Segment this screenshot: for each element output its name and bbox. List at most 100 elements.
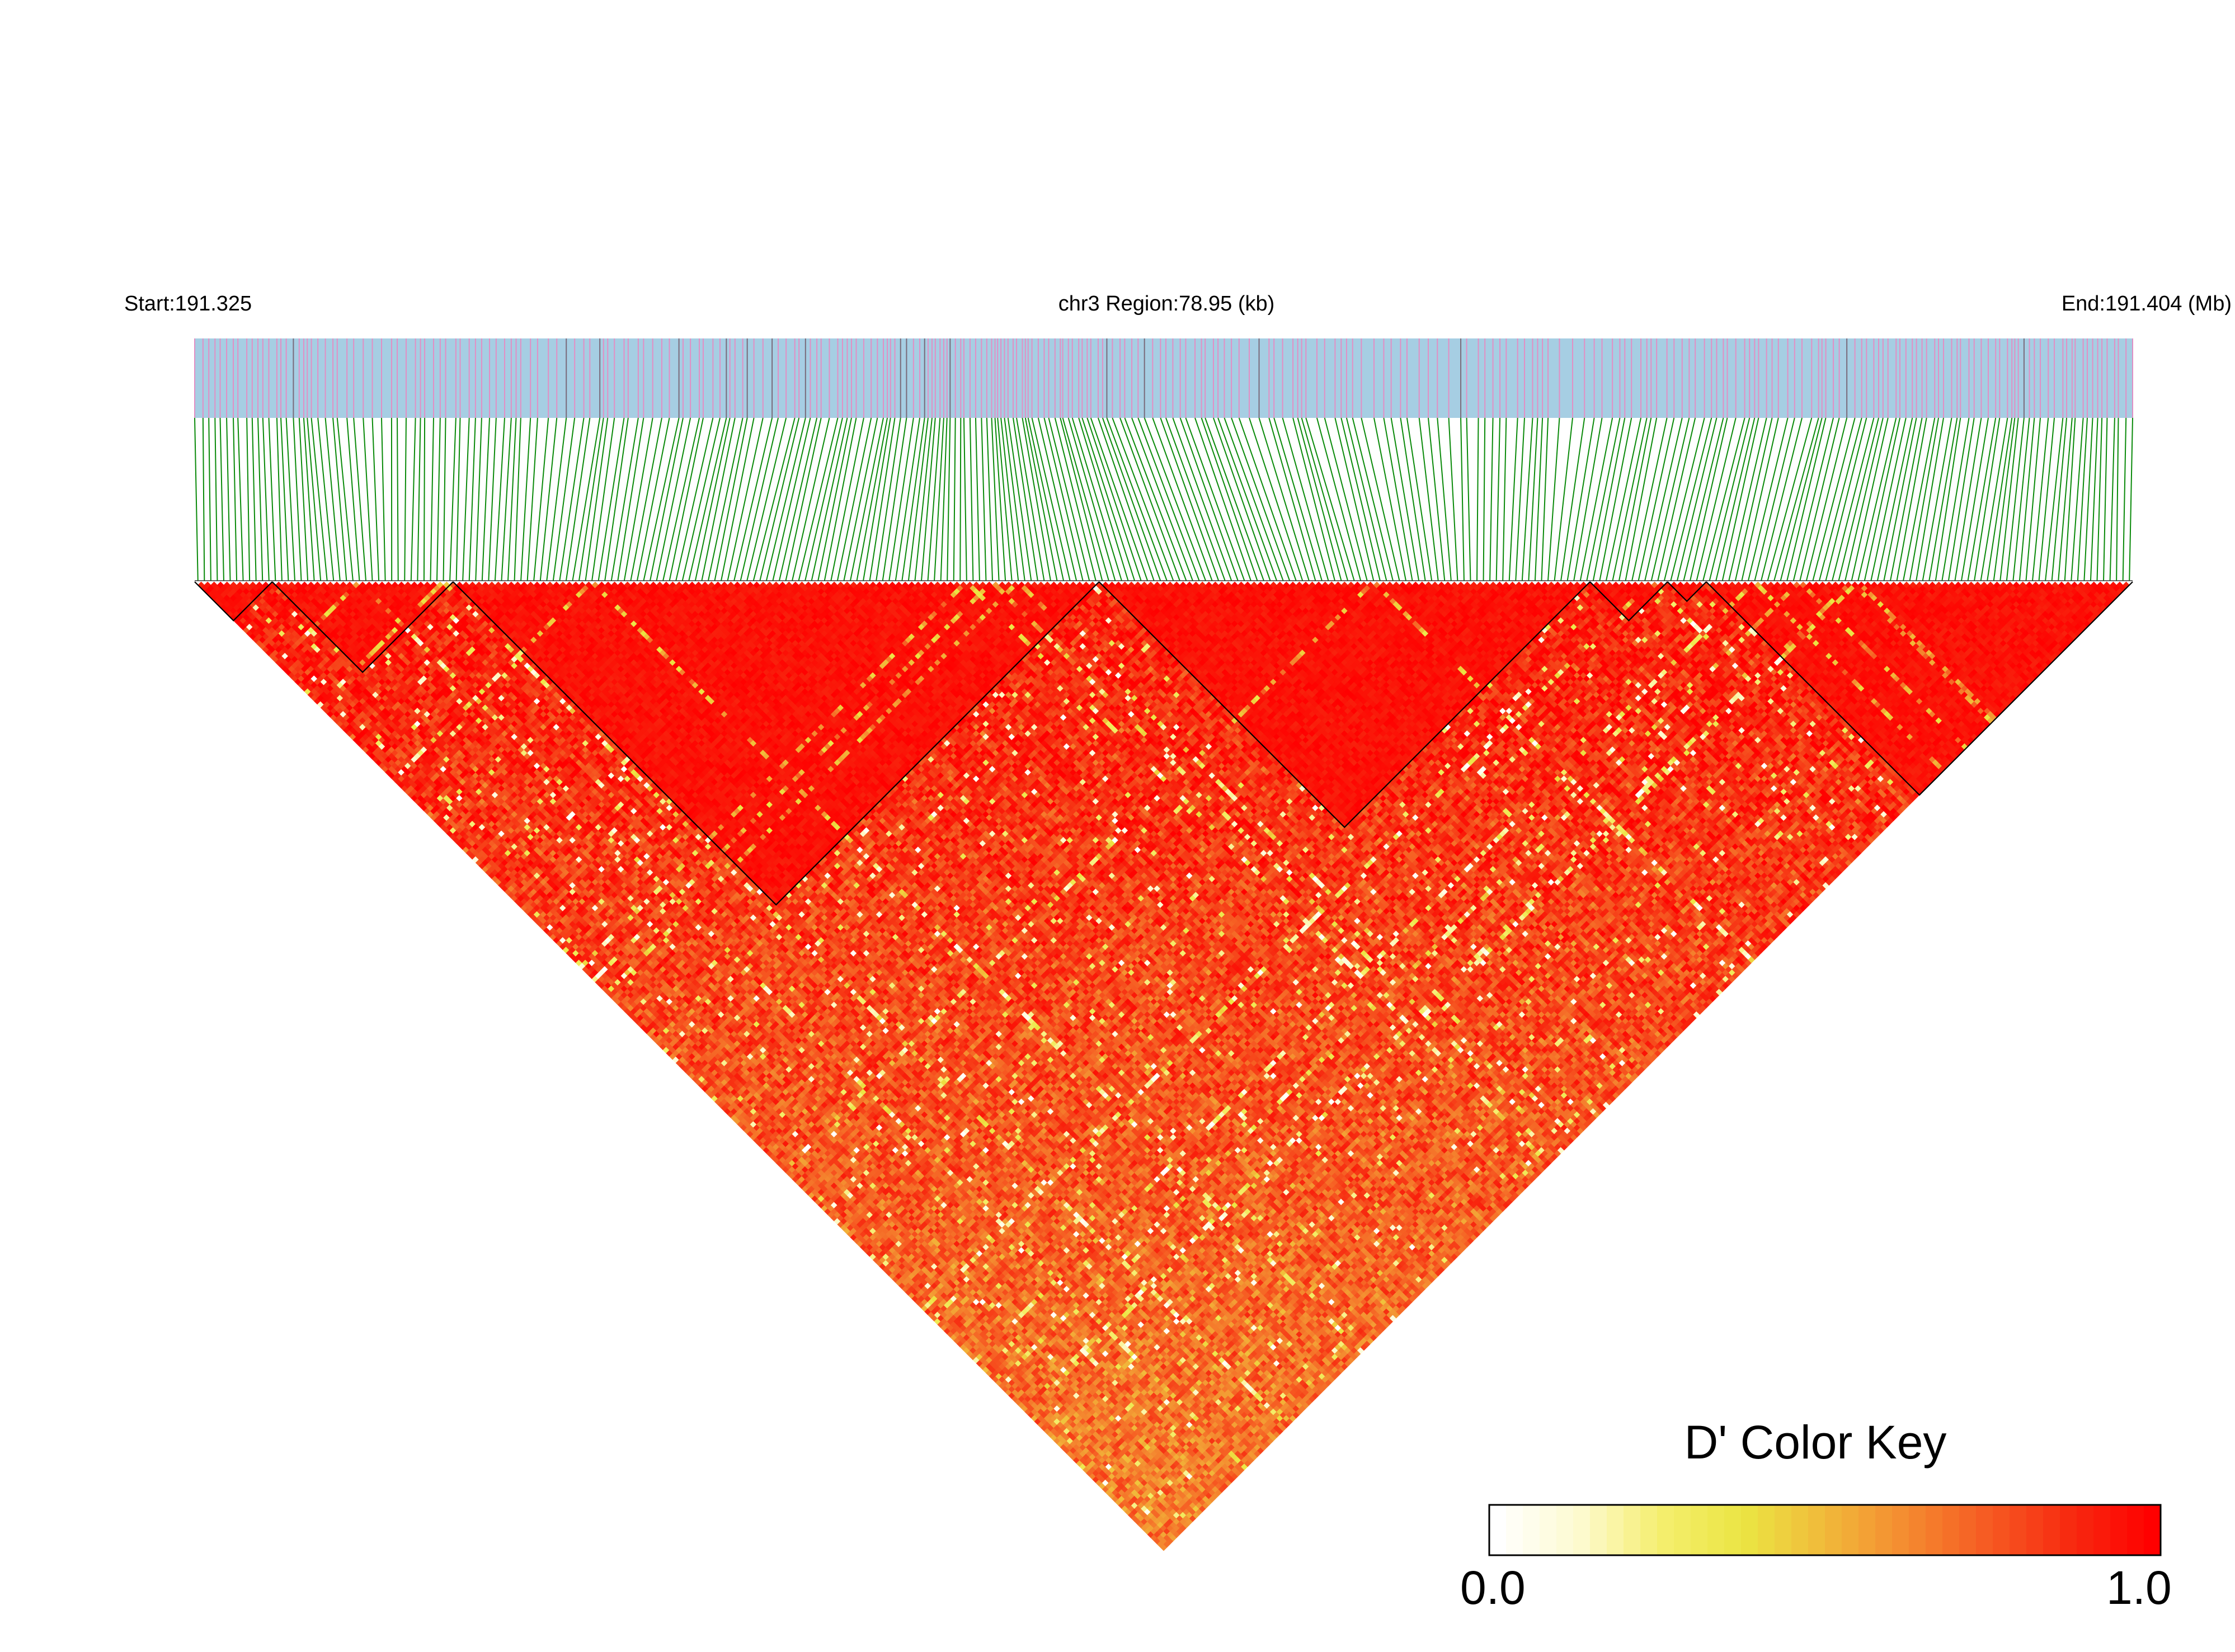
snp-connector bbox=[715, 418, 747, 581]
snp-connector bbox=[233, 418, 237, 581]
snp-connector bbox=[263, 418, 269, 581]
ld-heatmap-triangle bbox=[198, 582, 2129, 1551]
snp-connector bbox=[1120, 418, 1180, 581]
snp-connector bbox=[934, 418, 944, 581]
snp-connector bbox=[2071, 418, 2083, 581]
snp-connector bbox=[258, 418, 262, 581]
snp-connector bbox=[909, 418, 928, 581]
snp-connector bbox=[1391, 418, 1419, 581]
snp-connector bbox=[417, 418, 420, 581]
snp-connector bbox=[1224, 418, 1283, 581]
snp-connector bbox=[209, 418, 211, 581]
snp-connector bbox=[1384, 418, 1412, 581]
snp-connector bbox=[424, 418, 425, 581]
snp-connector bbox=[981, 418, 986, 581]
snp-connector bbox=[876, 418, 901, 581]
snp-track-background bbox=[195, 338, 2133, 418]
snp-connector bbox=[269, 418, 275, 581]
snp-connector bbox=[2039, 418, 2054, 581]
snp-connector bbox=[1283, 418, 1329, 581]
snp-connector bbox=[1032, 418, 1070, 581]
snp-connector bbox=[1132, 418, 1193, 581]
snp-connector bbox=[1587, 418, 1620, 581]
snp-connector bbox=[203, 418, 204, 581]
snp-connector bbox=[1004, 418, 1024, 581]
snp-connector bbox=[1112, 418, 1173, 581]
snp-connector bbox=[1839, 418, 1879, 581]
snp-connector bbox=[2026, 418, 2040, 581]
snp-connector bbox=[1259, 418, 1309, 581]
snp-connector bbox=[1781, 418, 1822, 581]
snp-connector bbox=[277, 418, 282, 581]
snp-connector bbox=[1923, 418, 1952, 581]
snp-connector bbox=[2129, 418, 2133, 581]
snp-connector bbox=[1580, 418, 1612, 581]
snp-connector bbox=[1994, 418, 2015, 581]
snp-connector bbox=[482, 418, 490, 581]
snp-position-track bbox=[195, 338, 2133, 418]
snp-connector bbox=[411, 418, 416, 581]
snp-connector bbox=[683, 418, 720, 581]
snp-connector bbox=[630, 418, 662, 581]
snp-connector bbox=[947, 418, 950, 581]
snp-connector bbox=[318, 418, 333, 581]
snp-connector bbox=[1428, 418, 1444, 581]
snp-connector bbox=[1974, 418, 1999, 581]
snp-connector bbox=[540, 418, 557, 581]
snp-connector bbox=[2104, 418, 2107, 581]
snp-connector bbox=[1293, 418, 1335, 581]
snp-connector bbox=[889, 418, 914, 581]
snp-connector bbox=[976, 418, 980, 581]
snp-connector bbox=[586, 418, 608, 581]
snp-connector bbox=[1929, 418, 1957, 581]
snp-connector bbox=[896, 418, 920, 581]
snp-connector bbox=[1098, 418, 1154, 581]
snp-connector bbox=[220, 418, 223, 581]
snp-connector bbox=[837, 418, 871, 581]
snp-connector-lines bbox=[195, 418, 2133, 581]
snp-connector bbox=[1826, 418, 1867, 581]
snp-connector bbox=[818, 418, 851, 581]
snp-connector bbox=[1461, 418, 1464, 581]
snp-connector bbox=[2110, 418, 2115, 581]
snp-connector bbox=[1298, 418, 1342, 581]
snp-connector bbox=[1632, 418, 1667, 581]
snp-connector bbox=[1048, 418, 1089, 581]
snp-connector bbox=[1703, 418, 1744, 581]
snp-connector bbox=[1449, 418, 1458, 581]
snp-connector bbox=[1910, 418, 1938, 581]
snp-connector bbox=[215, 418, 217, 581]
snp-connector bbox=[992, 418, 999, 581]
snp-connector bbox=[987, 418, 992, 581]
snp-connector bbox=[1038, 418, 1076, 581]
snp-connector bbox=[964, 418, 967, 581]
snp-connector bbox=[831, 418, 864, 581]
snp-connector bbox=[1103, 418, 1160, 581]
snp-connector bbox=[437, 418, 440, 581]
snp-connector bbox=[2032, 418, 2048, 581]
snp-connector bbox=[469, 418, 476, 581]
snp-connector bbox=[941, 418, 947, 581]
snp-connector bbox=[227, 418, 230, 581]
snp-connector bbox=[430, 418, 434, 581]
snp-connector bbox=[1107, 418, 1166, 581]
snp-connector bbox=[1794, 418, 1833, 581]
snp-connector bbox=[637, 418, 670, 581]
snp-connector bbox=[1467, 418, 1471, 581]
snp-connector bbox=[463, 418, 469, 581]
snp-connector bbox=[404, 418, 406, 581]
snp-connector bbox=[1832, 418, 1874, 581]
snp-connector bbox=[247, 418, 250, 581]
snp-connector bbox=[760, 418, 799, 581]
snp-connector bbox=[1124, 418, 1186, 581]
snp-connector bbox=[960, 418, 961, 581]
snp-connector bbox=[1091, 418, 1147, 581]
snp-connector bbox=[1541, 418, 1548, 581]
snp-connector bbox=[1639, 418, 1674, 581]
snp-connector bbox=[1503, 418, 1506, 581]
snp-connector bbox=[902, 418, 924, 581]
snp-connector bbox=[670, 418, 703, 581]
snp-connector bbox=[476, 418, 482, 581]
snp-connector bbox=[450, 418, 456, 581]
